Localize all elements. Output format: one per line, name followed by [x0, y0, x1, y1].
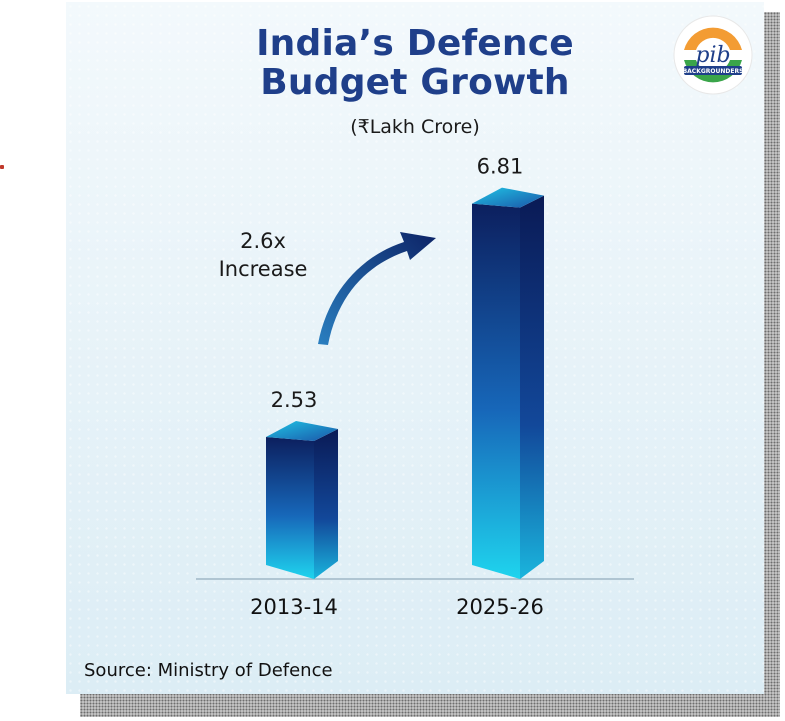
increase-arrow-icon: [318, 232, 436, 345]
x-tick-label: 2025-26: [456, 595, 544, 619]
infographic-card: India’s Defence Budget Growth (₹Lakh Cro…: [66, 2, 764, 694]
decorative-dot: [0, 165, 4, 169]
chart-title-line1: India’s Defence: [256, 23, 574, 64]
bar-value-label: 6.81: [477, 155, 524, 179]
bar-value-label: 2.53: [271, 388, 318, 412]
annotation-line2: Increase: [219, 257, 308, 281]
logo-subtext: BACKGROUNDERS: [683, 68, 744, 75]
annotation-line1: 2.6x: [240, 229, 286, 253]
pib-logo-icon: pib BACKGROUNDERS: [673, 15, 753, 95]
bar-chart: 2.53 2013-14 6.81 2025-26 2.6x Increase: [196, 155, 634, 619]
bar-side: [520, 195, 544, 580]
chart-unit: (₹Lakh Crore): [350, 116, 480, 138]
x-tick-label: 2013-14: [250, 595, 338, 619]
chart-title-line2: Budget Growth: [260, 62, 570, 103]
bar-top: [472, 187, 544, 208]
bar: [472, 203, 520, 580]
bar-top: [266, 421, 338, 442]
bar: [266, 437, 314, 579]
logo-text: pib: [695, 43, 730, 68]
source-note: Source: Ministry of Defence: [84, 660, 333, 681]
bar-side: [314, 429, 338, 579]
